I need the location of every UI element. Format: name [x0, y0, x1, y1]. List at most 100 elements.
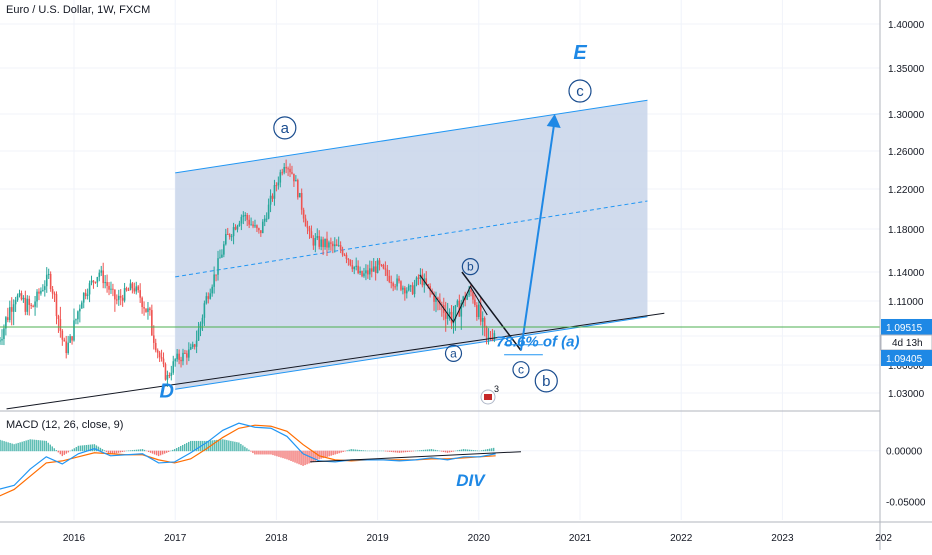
macd-histogram-bar — [304, 450, 306, 466]
candle-body — [213, 274, 215, 287]
candle-body — [117, 295, 120, 300]
macd-histogram-bar — [111, 450, 114, 455]
candle-body — [341, 249, 344, 255]
div-annotation: DIV — [456, 471, 486, 490]
macd-histogram-bar — [440, 450, 443, 452]
macd-tick-label: -0.05000 — [886, 498, 926, 509]
candle-body — [306, 226, 309, 229]
candle-body — [92, 280, 95, 282]
macd-histogram-bar — [290, 450, 292, 461]
macd-histogram-bar — [125, 450, 128, 452]
macd-histogram-bar — [412, 450, 415, 452]
macd-histogram-bar — [121, 450, 124, 453]
candle-body — [310, 231, 313, 239]
macd-histogram-bar — [192, 440, 194, 452]
macd-histogram-bar — [238, 442, 240, 452]
macd-histogram-bar — [456, 450, 459, 452]
candle-body — [7, 317, 9, 321]
macd-line — [0, 422, 496, 490]
candle-body — [137, 286, 140, 291]
candle-body — [20, 293, 23, 300]
macd-histogram-bar — [378, 450, 381, 452]
candle-body — [234, 227, 237, 230]
candle-body — [421, 274, 424, 286]
candle-body — [42, 289, 44, 291]
candle-body — [273, 185, 276, 199]
candle-body — [312, 238, 315, 246]
wave-label-b: b — [534, 369, 558, 393]
candle-body — [415, 277, 418, 285]
candle-body — [333, 244, 336, 247]
macd-histogram-bar — [51, 446, 53, 452]
macd-histogram-bar — [262, 450, 264, 455]
candle-body — [158, 352, 161, 358]
macd-histogram-bar — [41, 440, 43, 452]
macd-histogram-bar — [446, 450, 449, 453]
candle-body — [337, 245, 340, 247]
candle-body — [330, 242, 332, 244]
candle-body — [53, 293, 56, 295]
candle-body — [332, 243, 334, 247]
candle-body — [359, 271, 361, 274]
candle-body — [476, 305, 478, 318]
macd-histogram-bar — [420, 450, 423, 452]
candle-body — [40, 290, 42, 294]
macd-histogram-bar — [442, 450, 445, 453]
candle-body — [287, 168, 289, 170]
macd-histogram-bar — [139, 449, 142, 452]
macd-histogram-bar — [224, 439, 226, 452]
wave-label-text: a — [450, 346, 457, 360]
candle-body — [228, 234, 231, 237]
candle-body — [36, 291, 38, 302]
candle-body — [390, 281, 393, 284]
wave-label-text: a — [281, 120, 290, 137]
macd-pane: DIV — [0, 410, 932, 497]
macd-histogram-bar — [202, 440, 204, 452]
candle-body — [110, 288, 112, 290]
macd-histogram-bar — [484, 449, 487, 452]
last-price-badge: 1.09515 — [886, 323, 923, 334]
candle-body — [300, 193, 303, 210]
macd-histogram-bar — [410, 450, 413, 452]
drawings[interactable] — [0, 114, 880, 410]
candle-body — [345, 254, 348, 259]
candle-body — [98, 272, 101, 278]
macd-histogram-bar — [332, 450, 334, 456]
macd-histogram-bar — [59, 450, 61, 455]
macd-histogram-bar — [472, 450, 475, 452]
macd-histogram-bar — [388, 450, 391, 452]
last-price-badge-bg — [881, 318, 932, 335]
macd-histogram-bar — [370, 450, 372, 452]
macd-histogram-bar — [167, 450, 170, 453]
candle-body — [349, 259, 352, 266]
candle-body — [80, 302, 83, 309]
macd-histogram-bar — [109, 450, 112, 455]
candle-body — [384, 268, 387, 270]
macd-histogram-bar — [151, 450, 154, 454]
symbol-legend[interactable]: Euro / U.S. Dollar, 1W, FXCM — [6, 4, 151, 16]
macd-histogram-bar — [129, 450, 132, 452]
macd-histogram-bar — [45, 440, 47, 452]
candle-body — [279, 172, 282, 183]
macd-histogram-bar — [274, 450, 276, 456]
support-trendline — [6, 312, 665, 410]
channel-lower-line — [175, 316, 648, 390]
macd-histogram-bar — [324, 450, 326, 458]
candle-body — [289, 168, 291, 173]
macd-histogram-bar — [133, 449, 136, 452]
macd-histogram-bar — [3, 441, 5, 452]
macd-legend[interactable]: MACD (12, 26, close, 9) — [6, 419, 124, 431]
macd-histogram-bar — [208, 440, 210, 452]
parallel-channel[interactable] — [175, 99, 648, 390]
macd-histogram-bar — [292, 450, 294, 462]
macd-histogram-bar — [97, 446, 100, 452]
macd-histogram-bar — [348, 449, 350, 452]
candle-body — [30, 304, 32, 306]
macd-histogram-bar — [452, 450, 455, 452]
candle-body — [73, 320, 75, 341]
macd-histogram-bar — [17, 442, 19, 452]
wave-label-circle — [273, 116, 297, 140]
